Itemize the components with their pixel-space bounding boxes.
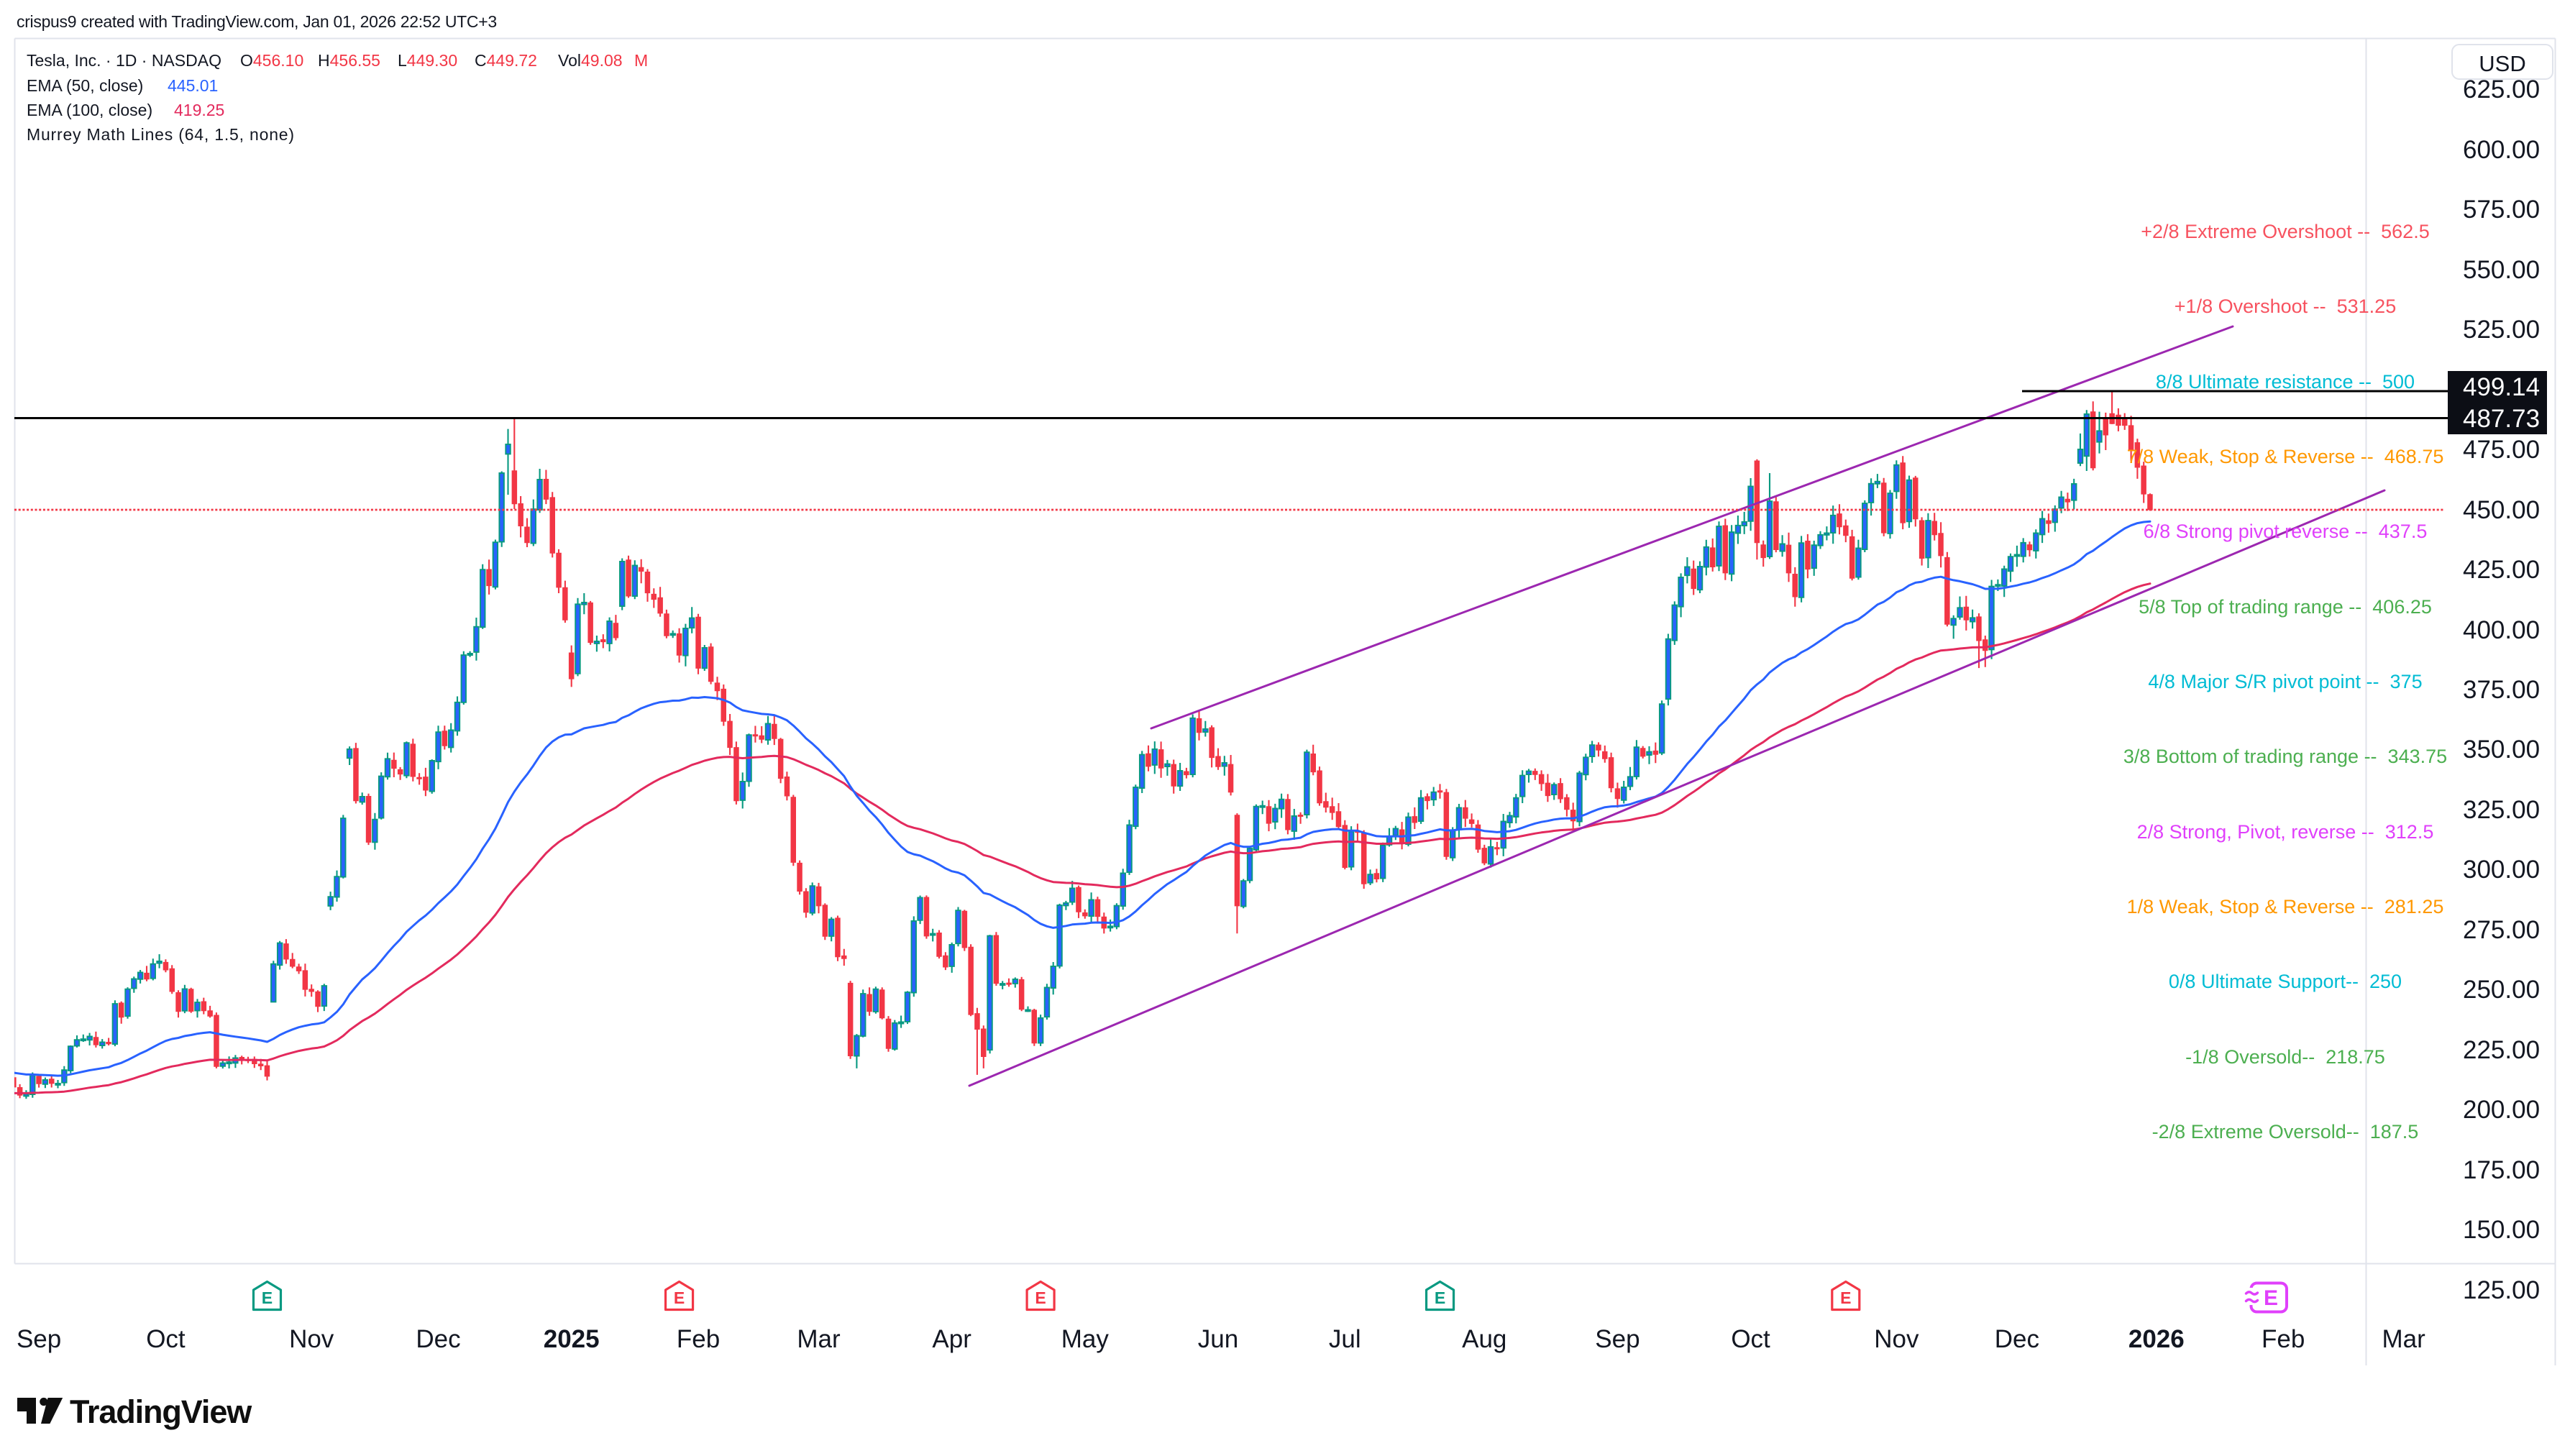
svg-text:475.00: 475.00 — [2463, 436, 2540, 464]
svg-text:Apr: Apr — [932, 1325, 971, 1353]
svg-text:EMA (100, close)419.25: EMA (100, close) 419.25 — [27, 101, 224, 119]
svg-text:225.00: 225.00 — [2463, 1036, 2540, 1064]
svg-text:575.00: 575.00 — [2463, 196, 2540, 224]
svg-text:5/8 Top of trading range -- 4: 5/8 Top of trading range -- 406.25 — [2139, 596, 2432, 618]
svg-text:325.00: 325.00 — [2463, 796, 2540, 824]
svg-text:Jun: Jun — [1198, 1325, 1238, 1353]
svg-text:TradingView: TradingView — [70, 1393, 252, 1430]
svg-text:499.14: 499.14 — [2463, 373, 2540, 401]
svg-text:-1/8 Oversold-- 218.75: -1/8 Oversold-- 218.75 — [2185, 1046, 2385, 1068]
svg-text:E: E — [674, 1288, 685, 1307]
svg-text:3/8 Bottom of trading range --: 3/8 Bottom of trading range -- 343.75 — [2123, 746, 2447, 767]
svg-text:Nov: Nov — [1874, 1325, 1919, 1353]
svg-text:2026: 2026 — [2128, 1325, 2185, 1353]
svg-text:+1/8 Overshoot -- 531.25: +1/8 Overshoot -- 531.25 — [2175, 296, 2396, 317]
svg-text:8/8 Ultimate resistance -- 50: 8/8 Ultimate resistance -- 500 — [2156, 371, 2415, 393]
svg-text:Dec: Dec — [416, 1325, 460, 1353]
svg-text:350.00: 350.00 — [2463, 736, 2540, 764]
svg-text:550.00: 550.00 — [2463, 256, 2540, 284]
svg-text:2025: 2025 — [544, 1325, 600, 1353]
svg-text:425.00: 425.00 — [2463, 556, 2540, 584]
svg-text:2/8 Strong, Pivot, reverse --: 2/8 Strong, Pivot, reverse -- 312.5 — [2137, 821, 2434, 843]
svg-text:Sep: Sep — [1595, 1325, 1640, 1353]
svg-text:crispus9 created with TradingV: crispus9 created with TradingView.com, J… — [17, 12, 497, 31]
svg-text:E: E — [262, 1288, 273, 1307]
svg-text:125.00: 125.00 — [2463, 1276, 2540, 1304]
svg-text:E: E — [2264, 1286, 2278, 1310]
svg-text:250.00: 250.00 — [2463, 976, 2540, 1004]
svg-text:6/8 Strong pivot reverse -- 4: 6/8 Strong pivot reverse -- 437.5 — [2144, 521, 2428, 542]
svg-text:300.00: 300.00 — [2463, 856, 2540, 884]
svg-text:EMA (50, close)445.01: EMA (50, close) 445.01 — [27, 76, 218, 95]
svg-text:Murrey Math Lines (64, 1.5, no: Murrey Math Lines (64, 1.5, none) — [27, 125, 295, 144]
svg-text:200.00: 200.00 — [2463, 1096, 2540, 1124]
svg-text:E: E — [1035, 1288, 1046, 1307]
svg-text:275.00: 275.00 — [2463, 916, 2540, 944]
svg-text:150.00: 150.00 — [2463, 1216, 2540, 1244]
svg-text:Feb: Feb — [677, 1325, 720, 1353]
svg-text:Dec: Dec — [1995, 1325, 2039, 1353]
svg-text:625.00: 625.00 — [2463, 75, 2540, 104]
svg-text:400.00: 400.00 — [2463, 616, 2540, 644]
svg-text:USD: USD — [2479, 51, 2525, 76]
svg-text:Oct: Oct — [1731, 1325, 1770, 1353]
svg-text:Jul: Jul — [1329, 1325, 1361, 1353]
svg-text:Oct: Oct — [146, 1325, 186, 1353]
svg-text:450.00: 450.00 — [2463, 496, 2540, 524]
svg-text:7/8 Weak, Stop & Reverse -- 4: 7/8 Weak, Stop & Reverse -- 468.75 — [2127, 446, 2444, 467]
svg-text:Feb: Feb — [2262, 1325, 2305, 1353]
svg-text:Mar: Mar — [797, 1325, 841, 1353]
svg-text:Mar: Mar — [2382, 1325, 2426, 1353]
svg-text:375.00: 375.00 — [2463, 676, 2540, 704]
svg-text:487.73: 487.73 — [2463, 405, 2540, 433]
svg-text:+2/8 Extreme Overshoot -- 562: +2/8 Extreme Overshoot -- 562.5 — [2141, 221, 2429, 242]
svg-text:4/8 Major S/R pivot point --: 4/8 Major S/R pivot point -- 375 — [2148, 671, 2422, 692]
svg-text:Aug: Aug — [1462, 1325, 1506, 1353]
svg-text:-2/8 Extreme Oversold-- 187.5: -2/8 Extreme Oversold-- 187.5 — [2152, 1121, 2419, 1143]
svg-text:Sep: Sep — [17, 1325, 61, 1353]
svg-text:600.00: 600.00 — [2463, 136, 2540, 164]
svg-text:Nov: Nov — [289, 1325, 334, 1353]
svg-text:525.00: 525.00 — [2463, 316, 2540, 344]
svg-text:175.00: 175.00 — [2463, 1156, 2540, 1184]
svg-text:1/8 Weak, Stop & Reverse -- 2: 1/8 Weak, Stop & Reverse -- 281.25 — [2127, 896, 2444, 917]
svg-text:May: May — [1061, 1325, 1110, 1353]
svg-text:0/8 Ultimate Support-- 250: 0/8 Ultimate Support-- 250 — [2169, 971, 2402, 992]
svg-text:E: E — [1435, 1288, 1445, 1307]
svg-text:E: E — [1840, 1288, 1851, 1307]
